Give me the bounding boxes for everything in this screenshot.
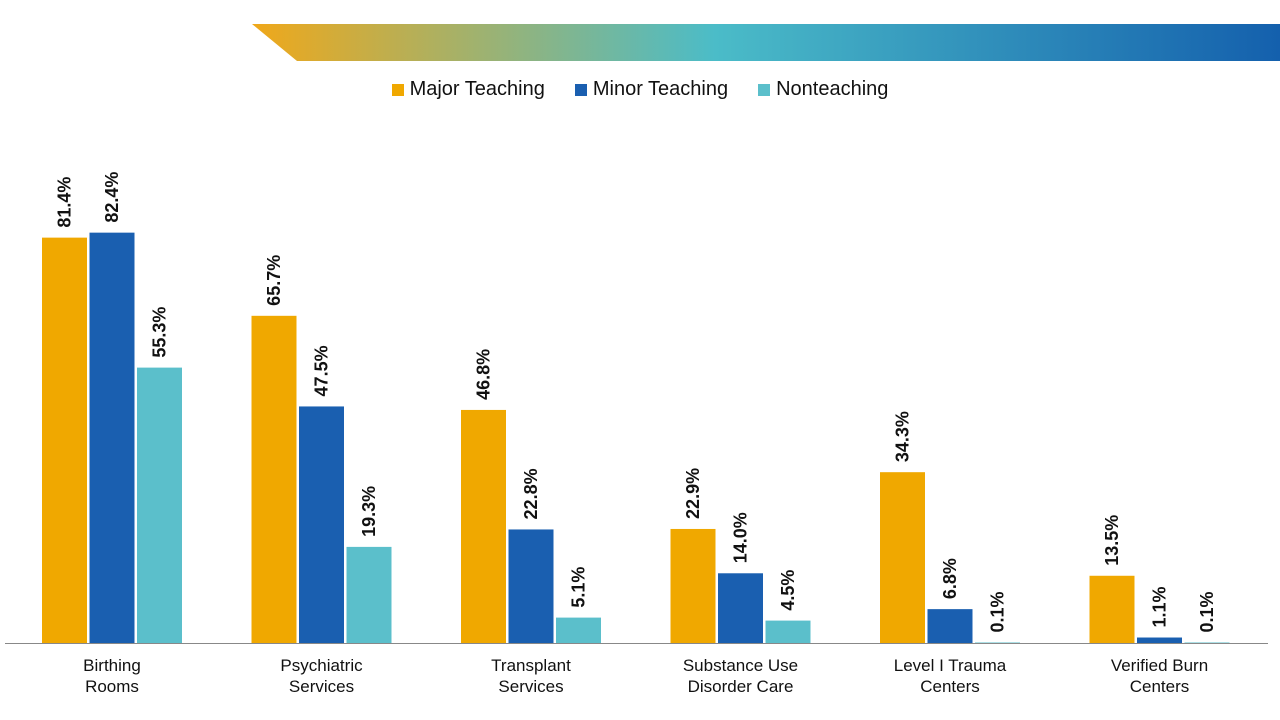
data-label: 19.3% xyxy=(359,486,379,537)
data-label: 65.7% xyxy=(264,255,284,306)
category-label: Services xyxy=(289,677,354,696)
data-label: 22.8% xyxy=(521,468,541,519)
data-label: 82.4% xyxy=(102,172,122,223)
data-label: 47.5% xyxy=(312,345,332,396)
data-label: 22.9% xyxy=(683,468,703,519)
data-label: 6.8% xyxy=(940,558,960,599)
category-label: Verified Burn xyxy=(1111,656,1208,675)
data-label: 0.1% xyxy=(988,591,1008,632)
legend-label-major-teaching: Major Teaching xyxy=(409,78,545,100)
category-label: Centers xyxy=(920,677,980,696)
bar xyxy=(670,528,716,643)
bar xyxy=(137,367,182,643)
legend-swatch-nonteaching xyxy=(758,83,771,96)
legend-label-minor-teaching: Minor Teaching xyxy=(592,78,729,100)
data-label: 1.1% xyxy=(1150,586,1170,627)
category-label: Level I Trauma xyxy=(894,656,1007,675)
bar xyxy=(927,609,973,643)
bar xyxy=(89,232,135,643)
data-label: 46.8% xyxy=(474,349,494,400)
category-label: Services xyxy=(498,677,563,696)
category-label: Psychiatric xyxy=(280,656,363,675)
category-label: Birthing xyxy=(83,656,141,675)
bar xyxy=(1137,637,1182,643)
category-label: Disorder Care xyxy=(688,677,794,696)
bar xyxy=(508,529,554,643)
legend-label-nonteaching: Nonteaching xyxy=(776,78,889,100)
data-label: 81.4% xyxy=(55,177,75,228)
data-label: 0.1% xyxy=(1197,591,1217,632)
legend: Major Teaching Minor Teaching Nonteachin… xyxy=(0,78,1280,101)
category-label: Transplant xyxy=(491,656,571,675)
bar xyxy=(251,315,297,643)
bar xyxy=(765,620,811,643)
bar xyxy=(461,409,506,643)
bar xyxy=(880,472,925,643)
legend-item-major-teaching: Major Teaching xyxy=(391,78,545,101)
legend-item-minor-teaching: Minor Teaching xyxy=(574,78,729,101)
bar xyxy=(718,573,763,643)
banner-shape xyxy=(252,24,1280,61)
data-label: 55.3% xyxy=(150,307,170,358)
category-label: Centers xyxy=(1130,677,1190,696)
data-label: 14.0% xyxy=(731,512,751,563)
header-banner xyxy=(252,24,1280,61)
category-label: Substance Use xyxy=(683,656,798,675)
legend-swatch-minor-teaching xyxy=(574,83,587,96)
legend-item-nonteaching: Nonteaching xyxy=(758,78,888,101)
bar xyxy=(556,617,601,643)
legend-swatch-major-teaching xyxy=(391,83,404,96)
category-label: Rooms xyxy=(85,677,139,696)
bar xyxy=(346,546,392,643)
data-label: 4.5% xyxy=(778,570,798,611)
data-label: 34.3% xyxy=(893,411,913,462)
data-label: 5.1% xyxy=(569,567,589,608)
bar xyxy=(1089,575,1135,643)
bar xyxy=(42,237,87,644)
data-label: 13.5% xyxy=(1102,515,1122,566)
bar xyxy=(299,406,344,643)
